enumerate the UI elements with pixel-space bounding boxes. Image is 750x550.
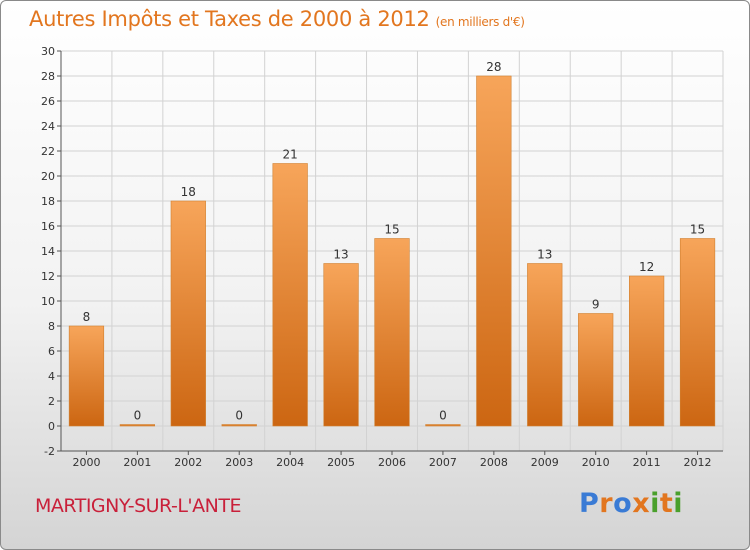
- logo-letter: i: [650, 488, 660, 519]
- data-label: 13: [333, 248, 348, 262]
- bar-2008: [476, 75, 512, 427]
- logo-letter: x: [632, 488, 651, 519]
- x-tick-label: 2008: [480, 456, 508, 469]
- x-tick-label: 2003: [225, 456, 253, 469]
- x-tick-label: 2001: [123, 456, 151, 469]
- bar-2011: [629, 275, 665, 427]
- data-label: 18: [181, 185, 196, 199]
- bar-2002: [170, 200, 206, 427]
- bar-2004: [272, 163, 308, 427]
- plot-area: -202468101214161820222426283082000020011…: [41, 45, 724, 469]
- y-tick-label: 28: [41, 70, 55, 83]
- x-tick-label: 2010: [582, 456, 610, 469]
- bar-2010: [578, 313, 614, 427]
- logo-letter: r: [599, 488, 614, 519]
- data-label: 12: [639, 260, 654, 274]
- x-tick-label: 2005: [327, 456, 355, 469]
- y-tick-label: 30: [41, 45, 55, 58]
- data-label: 28: [486, 60, 501, 74]
- logo-letter: o: [613, 488, 633, 519]
- y-tick-label: 26: [41, 95, 55, 108]
- data-label: 0: [134, 409, 142, 423]
- bar-2009: [527, 263, 563, 427]
- y-tick-label: 8: [48, 320, 55, 333]
- bar-2007: [425, 424, 461, 427]
- x-tick-label: 2009: [531, 456, 559, 469]
- y-tick-label: 16: [41, 220, 55, 233]
- x-tick-label: 2007: [429, 456, 457, 469]
- x-tick-label: 2012: [684, 456, 712, 469]
- proxiti-logo: Proxiti: [579, 488, 683, 519]
- data-label: 13: [537, 248, 552, 262]
- x-tick-label: 2006: [378, 456, 406, 469]
- data-label: 8: [83, 310, 91, 324]
- logo-letter: i: [673, 488, 684, 519]
- data-label: 0: [439, 409, 447, 423]
- bar-2001: [119, 424, 155, 427]
- bar-2003: [221, 424, 257, 427]
- city-name: MARTIGNY-SUR-L'ANTE: [35, 495, 241, 517]
- x-tick-label: 2004: [276, 456, 304, 469]
- y-tick-label: 2: [48, 395, 55, 408]
- y-tick-label: 14: [41, 245, 55, 258]
- bar-2000: [68, 325, 105, 427]
- bar-2005: [323, 263, 359, 427]
- y-tick-label: 22: [41, 145, 55, 158]
- data-label: 21: [283, 148, 298, 162]
- x-tick-label: 2002: [174, 456, 202, 469]
- y-tick-label: 24: [41, 120, 55, 133]
- x-tick-label: 2011: [633, 456, 661, 469]
- data-label: 9: [592, 298, 600, 312]
- y-tick-label: 20: [41, 170, 55, 183]
- chart-subtitle: (en milliers d'€): [435, 15, 525, 29]
- y-tick-label: 0: [48, 420, 55, 433]
- data-label: 15: [690, 223, 705, 237]
- y-tick-label: -2: [44, 445, 55, 458]
- y-tick-label: 18: [41, 195, 55, 208]
- data-label: 15: [384, 223, 399, 237]
- bar-2006: [374, 238, 410, 427]
- y-tick-label: 10: [41, 295, 55, 308]
- bar-2012: [679, 238, 716, 427]
- x-tick-label: 2000: [72, 456, 100, 469]
- y-tick-label: 6: [48, 345, 55, 358]
- data-label: 0: [235, 409, 243, 423]
- y-tick-label: 12: [41, 270, 55, 283]
- y-tick-label: 4: [48, 370, 55, 383]
- logo-letter: P: [579, 488, 600, 519]
- chart-title-text: Autres Impôts et Taxes de 2000 à 2012: [29, 7, 430, 31]
- chart-title: Autres Impôts et Taxes de 2000 à 2012 (en…: [29, 7, 525, 31]
- logo-letter: t: [659, 488, 674, 519]
